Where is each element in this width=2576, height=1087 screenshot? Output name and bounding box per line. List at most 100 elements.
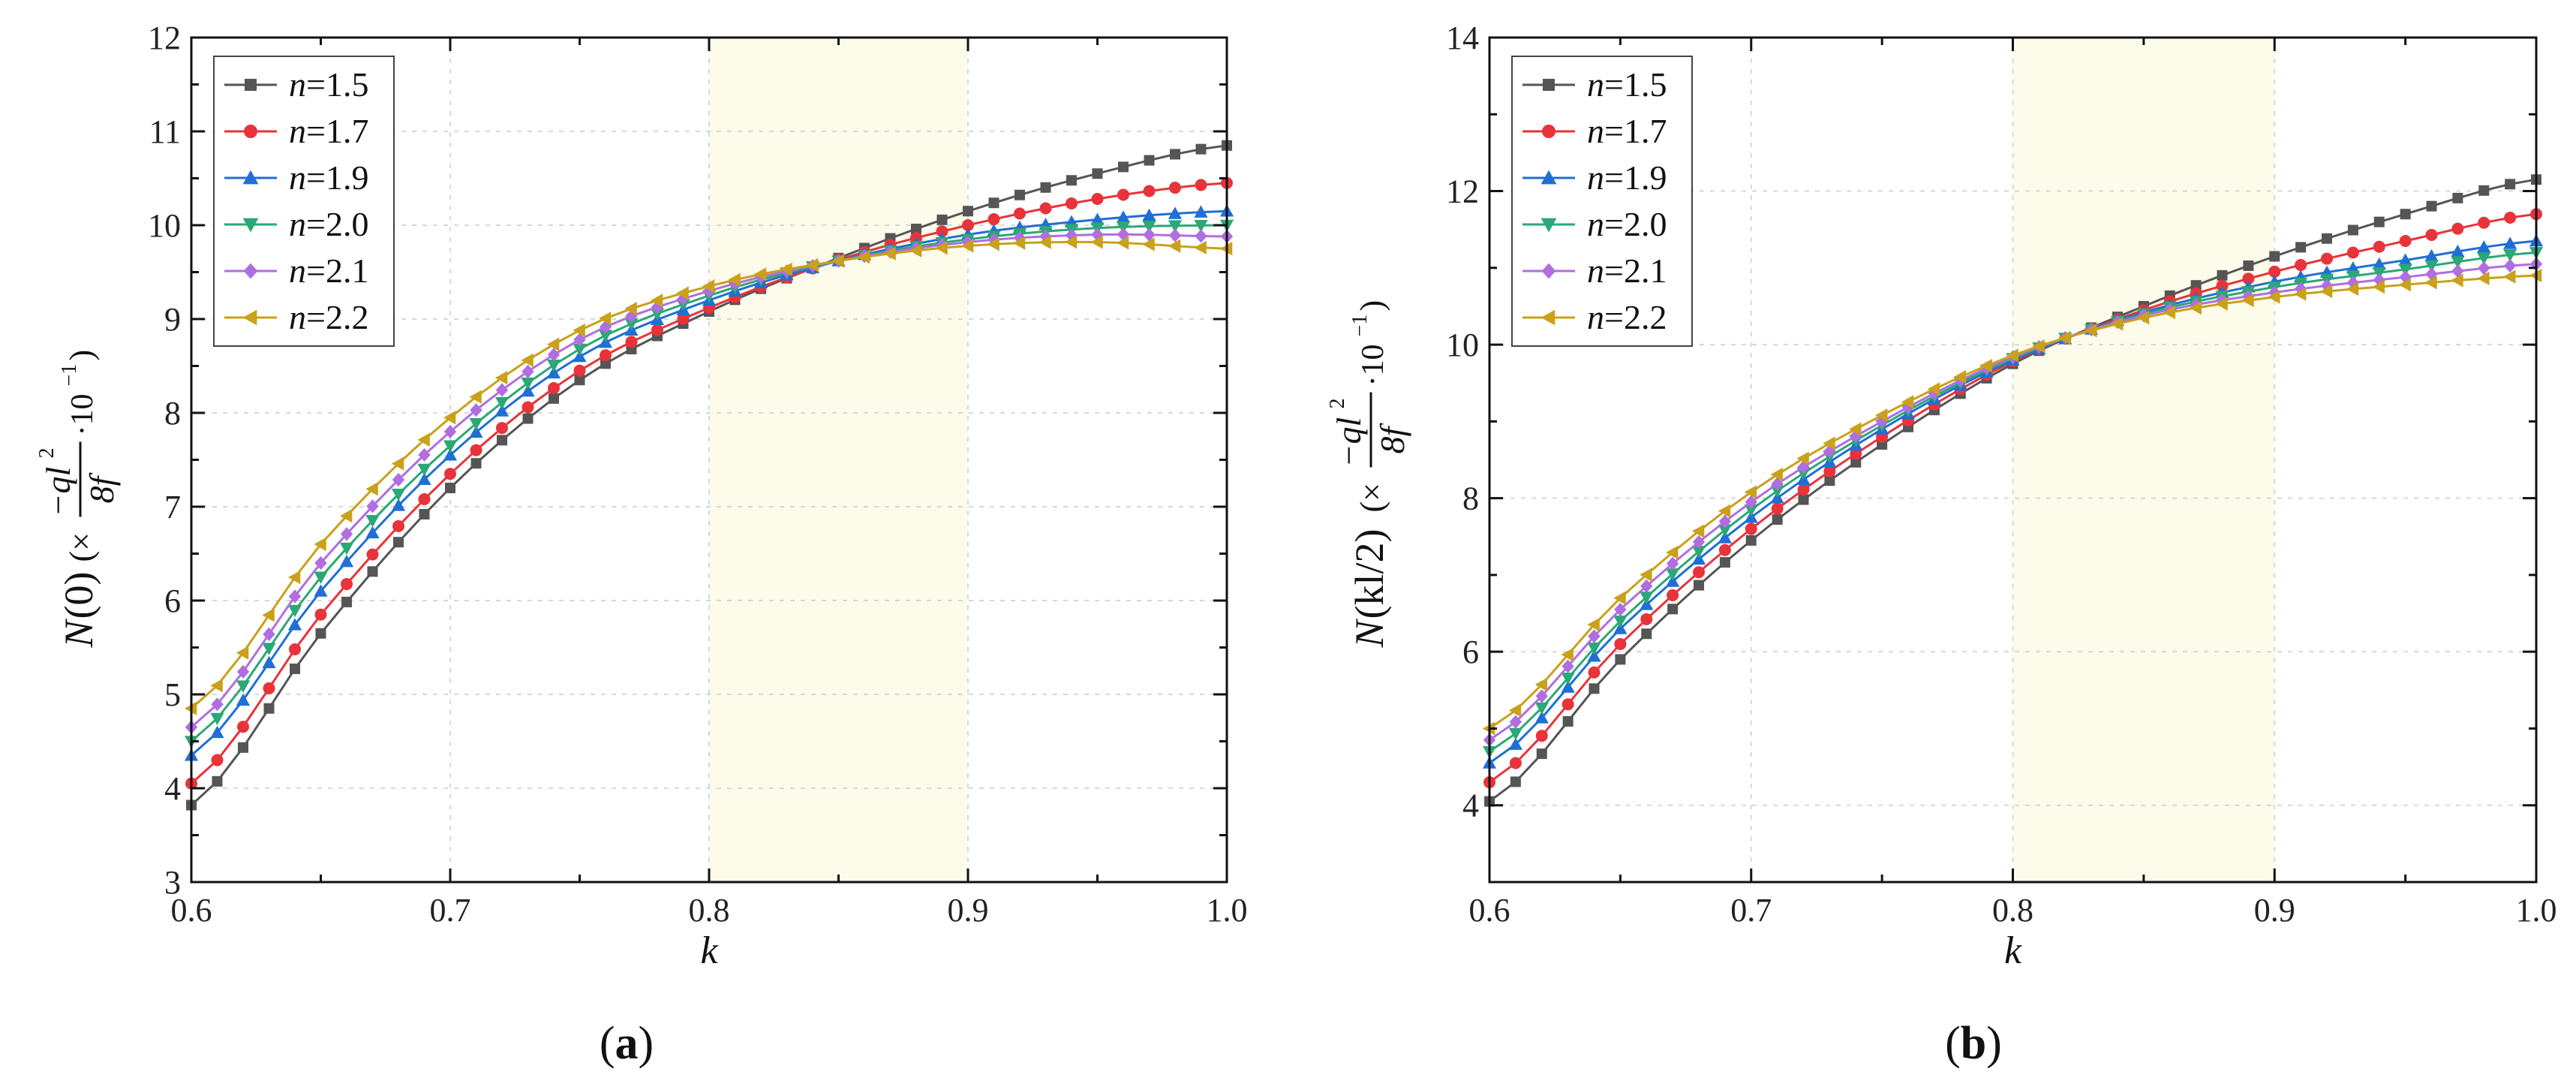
y-tick-label: 5 [164,676,181,713]
data-point [1771,502,1784,515]
data-point [1561,680,1575,693]
data-point [238,742,248,753]
data-point [522,401,534,414]
data-point [1064,235,1078,249]
data-point [1534,711,1549,724]
data-point [2451,222,2464,235]
x-tick-label: 0.7 [1730,892,1772,929]
data-point [1718,524,1732,537]
y-label-arg: (0) [56,572,101,619]
y-tick-label: 6 [1462,634,1479,670]
data-point [494,371,508,385]
data-point [1849,422,1862,436]
data-point [1144,155,1155,166]
data-point [2242,289,2255,303]
data-point [495,383,509,397]
y-tick-label: 11 [149,113,181,150]
data-point [1066,175,1077,186]
panel-caption-open: ( [600,1018,615,1069]
legend-label-val: =1.7 [1604,112,1667,150]
legend-marker [1543,79,1555,91]
data-point [1169,182,1181,194]
data-point [2451,273,2463,288]
data-point [1508,737,1522,750]
y-label-arg: (kl/2) [1347,529,1392,619]
legend-label: n=2.2 [289,298,368,336]
data-point [391,489,406,501]
data-point [341,578,353,591]
x-tick-label: 0.9 [948,892,989,929]
data-point [339,554,354,568]
data-point [210,712,224,726]
data-point [2503,258,2517,273]
series-n22 [184,235,1233,715]
x-tick-label: 0.9 [2254,892,2295,929]
data-point [1901,395,1914,409]
data-point [549,393,559,404]
data-point [263,703,275,714]
data-point [1666,545,1679,560]
legend-box [1511,56,1693,347]
data-point [1744,485,1757,499]
data-point [1614,637,1627,650]
data-point [211,697,224,712]
data-point [702,279,715,294]
data-point [1666,568,1680,581]
legend-label-var: n [289,158,306,197]
legend-label-var: n [1587,298,1604,336]
data-point [1561,648,1574,662]
y-tick-label: 7 [164,489,181,525]
legend-marker [243,263,258,279]
data-point [2006,348,2018,363]
data-point [1979,359,1992,373]
data-point [494,404,509,417]
data-point [314,608,327,621]
panel-caption-close: ) [1986,1018,2002,1069]
y-label-denom: 8f [83,472,121,504]
data-point [1744,504,1758,517]
legend-label-val: =1.9 [1604,158,1667,197]
y-tick-label: 12 [1446,173,1479,210]
legend-entry: n=2.2 [224,298,368,336]
data-point [392,519,404,532]
data-point [1666,574,1680,587]
data-point [315,628,326,639]
series-n22 [1482,268,2542,736]
data-point [2136,311,2150,325]
legend-label-var: n [1587,251,1604,290]
shaded-region [2012,38,2275,882]
legend-marker [242,218,259,233]
data-point [2215,297,2228,311]
data-point [1640,568,1652,582]
data-point [1039,202,1052,215]
data-point [262,643,276,655]
data-point [2477,271,2490,285]
data-point [1195,143,1207,155]
data-point [1194,205,1208,218]
y-tick-label: 6 [164,583,181,619]
legend-label-var: n [289,65,306,104]
panel-caption-letter: b [1961,1018,1986,1069]
legend-entry: n=1.5 [224,65,368,104]
data-point [1066,197,1078,209]
legend-label: n=1.7 [289,112,368,150]
data-point [1615,654,1626,665]
data-point [1691,524,1705,538]
data-point [1719,557,1730,568]
data-point [677,312,690,325]
legend-label: n=1.9 [1587,158,1667,197]
data-point [262,608,275,622]
data-point [1798,494,1809,505]
x-tick-label: 1.0 [1207,892,1248,929]
data-point [443,411,456,425]
data-point [2425,228,2438,241]
data-point [1796,451,1809,465]
data-point [287,604,302,618]
data-point [2347,224,2358,236]
data-point [2372,280,2385,294]
y-tick-label: 14 [1446,20,1479,56]
data-point [365,525,380,539]
data-point [314,537,326,552]
data-point [625,336,638,348]
